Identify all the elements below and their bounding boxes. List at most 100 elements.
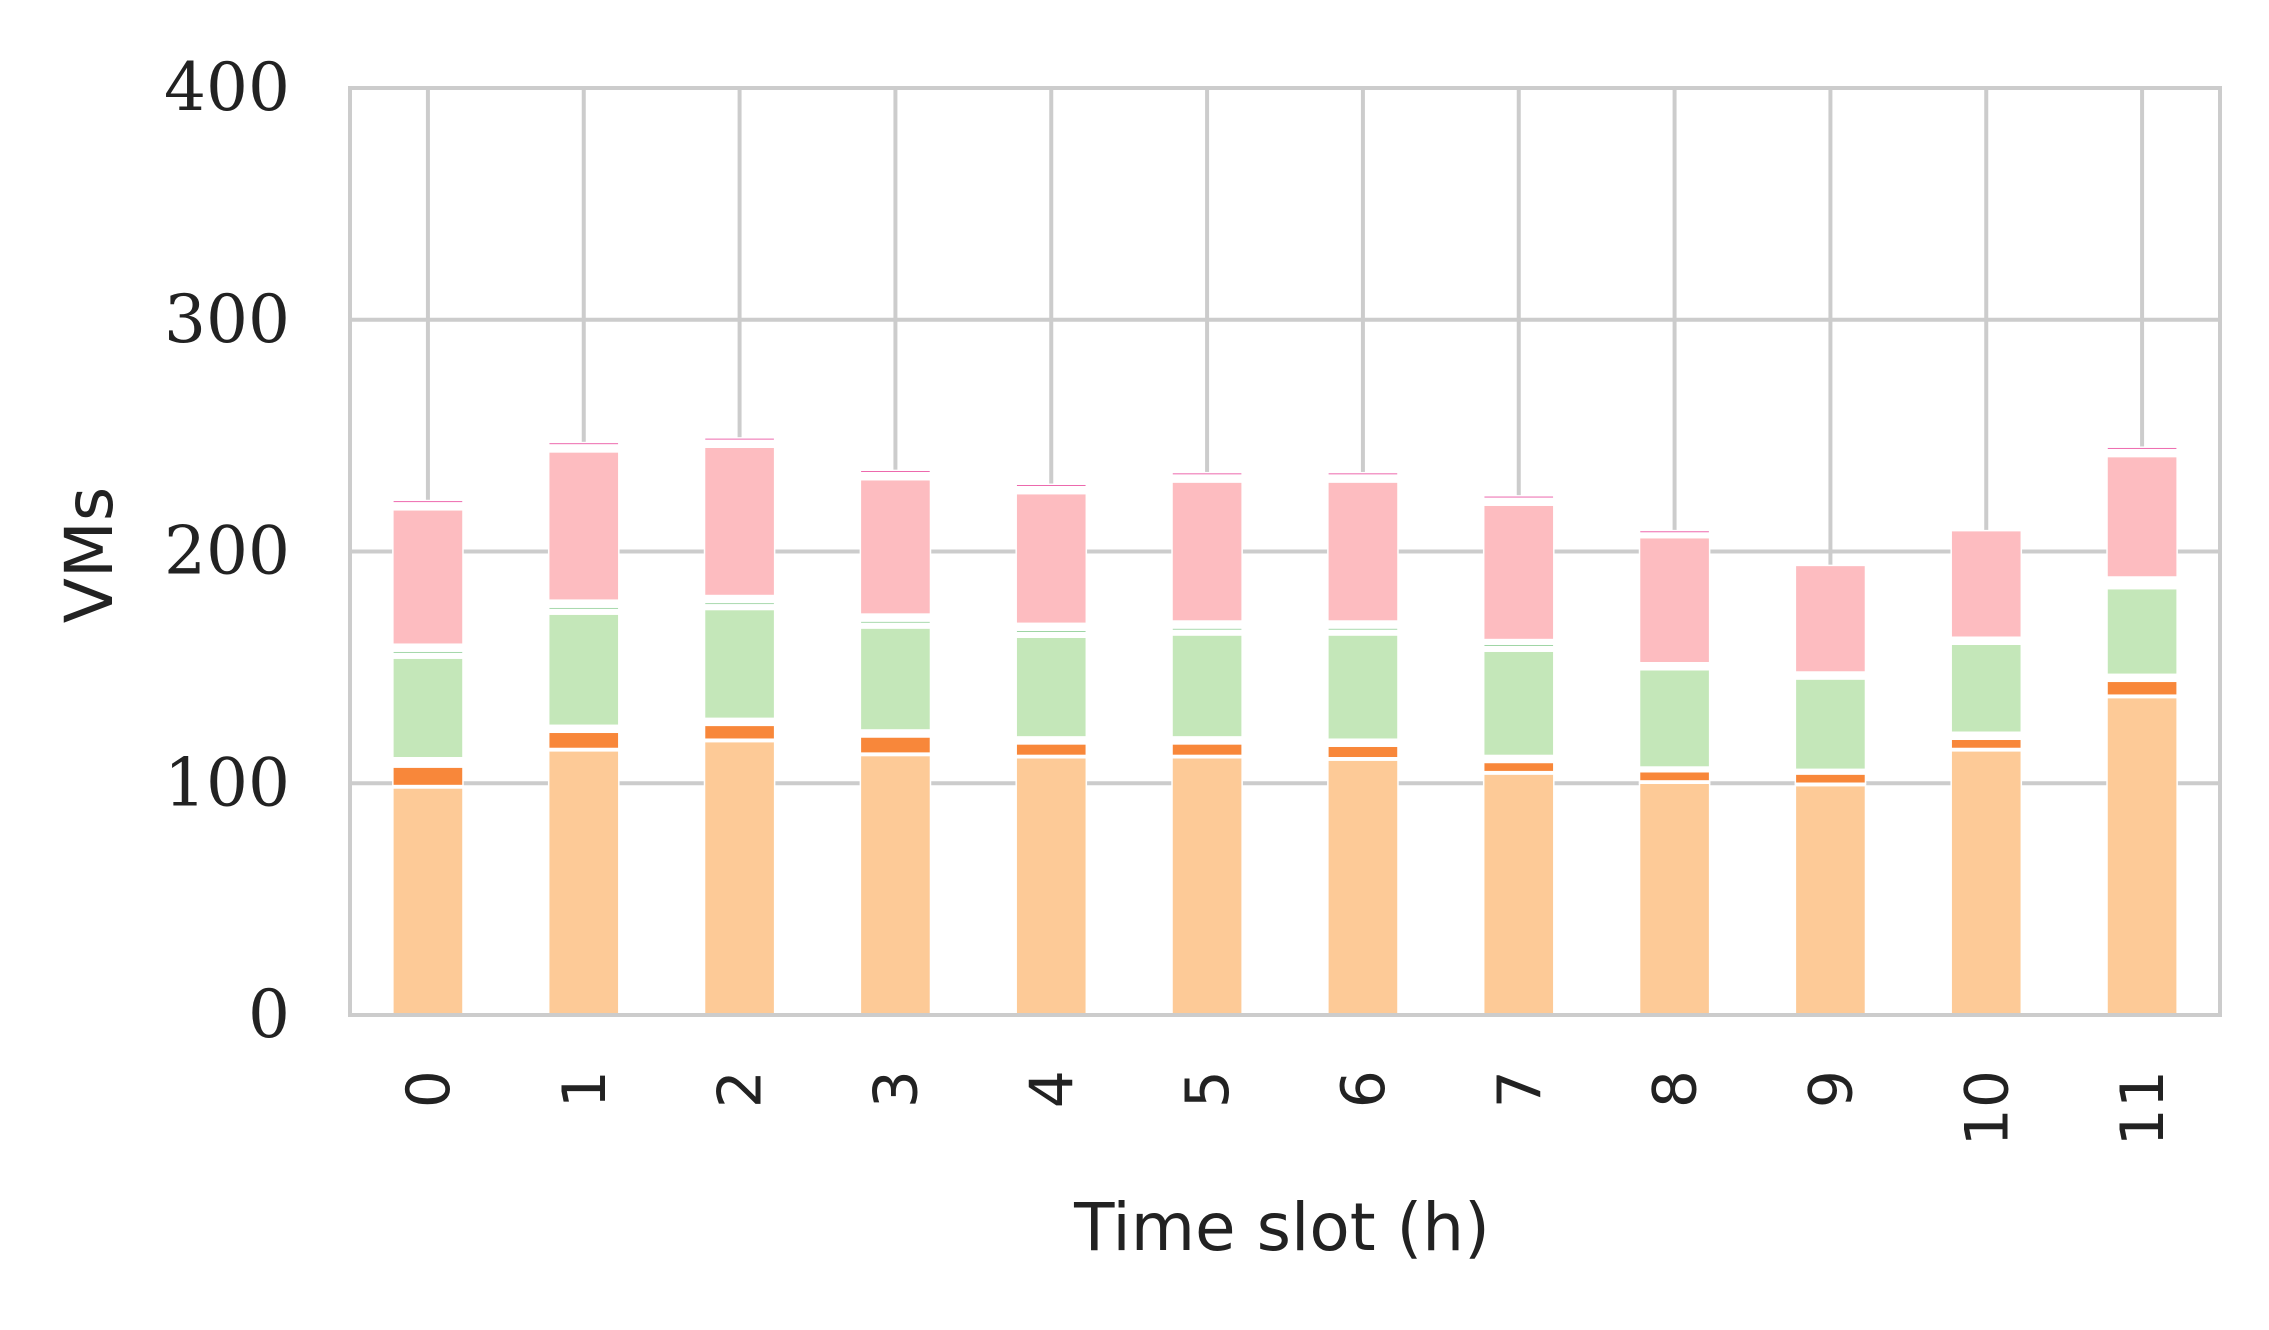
bar-segment	[1327, 620, 1399, 629]
x-tick-label: 0	[394, 1070, 464, 1108]
bar-segment	[1015, 622, 1088, 632]
x-tick-label: 10	[1952, 1070, 2022, 1146]
x-tick-label: 7	[1485, 1070, 1555, 1108]
x-tick-label: 2	[706, 1070, 776, 1108]
bar-segment	[1950, 643, 2023, 734]
bar-segment	[547, 451, 620, 601]
bar-segment	[703, 439, 776, 448]
y-tick-label: 300	[164, 281, 290, 358]
bar-segment	[703, 437, 776, 442]
bar-segment	[2106, 680, 2178, 696]
bar-segment	[1327, 481, 1399, 622]
bar-segment	[1794, 678, 1867, 771]
bar-segment	[392, 657, 464, 759]
bar-segment	[859, 478, 932, 615]
bar-segment	[703, 446, 776, 597]
y-tick-label: 200	[164, 513, 290, 590]
bar-segment	[547, 441, 620, 446]
bar-segment	[1171, 743, 1243, 757]
bar-segment	[1171, 481, 1243, 622]
bar-segment	[1950, 738, 2023, 750]
bar-segment	[547, 731, 620, 750]
bar-segment	[1327, 474, 1399, 483]
bar-segment	[859, 736, 932, 754]
x-tick-label: 9	[1796, 1070, 1866, 1108]
bar-segment	[1327, 759, 1399, 1016]
bar-segment	[859, 469, 932, 474]
bar-segment	[1482, 650, 1555, 757]
x-tick-label: 1	[550, 1070, 620, 1108]
bar-segment	[859, 729, 932, 738]
bar-segment	[1638, 770, 1711, 782]
bar-segment	[1482, 495, 1555, 499]
bar-segment	[1482, 497, 1555, 506]
bar-segment	[1015, 736, 1088, 745]
bar-segment	[1327, 745, 1399, 759]
bar-segment	[1015, 485, 1088, 495]
bar-segment	[1638, 668, 1711, 768]
bar-segment	[392, 509, 464, 645]
bar-segment	[1015, 492, 1088, 625]
bar-segment	[1171, 634, 1243, 738]
bar-segment	[1950, 731, 2023, 740]
bar-segment	[2106, 448, 2178, 458]
bar-segment	[392, 499, 464, 504]
plot-frame	[348, 86, 2222, 1017]
bar-segment	[1171, 736, 1243, 745]
y-tick-label: 100	[164, 744, 290, 821]
y-tick-labels: 0 100 200 300 400	[164, 49, 290, 1053]
x-tick-label: 5	[1173, 1070, 1243, 1108]
x-tick-labels: 0 1 2 3 4 5 6 7 8 9 10 11	[394, 1070, 2178, 1146]
bar-segment	[1794, 773, 1867, 784]
x-axis-label: Time slot (h)	[1073, 1189, 1490, 1266]
bar-segment	[2106, 576, 2178, 585]
bar-segment	[1482, 504, 1555, 641]
x-tick-label: 3	[861, 1070, 931, 1108]
bar-segment	[392, 643, 464, 652]
bar-segment	[392, 787, 464, 1016]
bar-segment	[2106, 673, 2178, 683]
bar-segment	[1327, 471, 1399, 476]
bar-segment	[392, 766, 464, 787]
bar-segment	[2106, 446, 2178, 451]
bar-segment	[859, 627, 932, 731]
bar-segment	[703, 594, 776, 604]
bar-segment	[392, 757, 464, 768]
bar-segment	[1638, 536, 1711, 664]
bar-segment	[547, 750, 620, 1016]
bar-segment	[547, 444, 620, 453]
bar-segment	[703, 740, 776, 1016]
bar-segment	[547, 599, 620, 608]
bars	[392, 437, 2178, 1016]
bar-segment	[1482, 761, 1555, 773]
bar-segment	[1015, 743, 1088, 757]
bar-segment	[547, 724, 620, 734]
x-tick-label: 4	[1017, 1070, 1087, 1108]
bar-segment	[859, 613, 932, 622]
bar-segment	[703, 608, 776, 720]
bar-segment	[1482, 773, 1555, 1016]
bar-segment	[1015, 636, 1088, 738]
bar-segment	[2106, 455, 2178, 578]
bar-segment	[1015, 757, 1088, 1016]
bar-segment	[1638, 782, 1711, 1016]
y-tick-label: 0	[248, 976, 290, 1053]
x-tick-label: 11	[2108, 1070, 2178, 1146]
bar-segment	[859, 471, 932, 481]
x-tick-label: 8	[1641, 1070, 1711, 1108]
bar-segment	[547, 613, 620, 727]
bar-segment	[1327, 738, 1399, 747]
bar-segment	[703, 717, 776, 727]
bar-segment	[1482, 754, 1555, 764]
bar-segment	[2106, 587, 2178, 676]
bar-segment	[1171, 471, 1243, 476]
y-axis-label: VMs	[51, 487, 128, 623]
x-tick-label: 6	[1329, 1070, 1399, 1108]
bar-segment	[2106, 696, 2178, 1016]
bar-segment	[392, 502, 464, 511]
bar-segment	[1794, 784, 1867, 1016]
bar-segment	[1950, 529, 2023, 638]
